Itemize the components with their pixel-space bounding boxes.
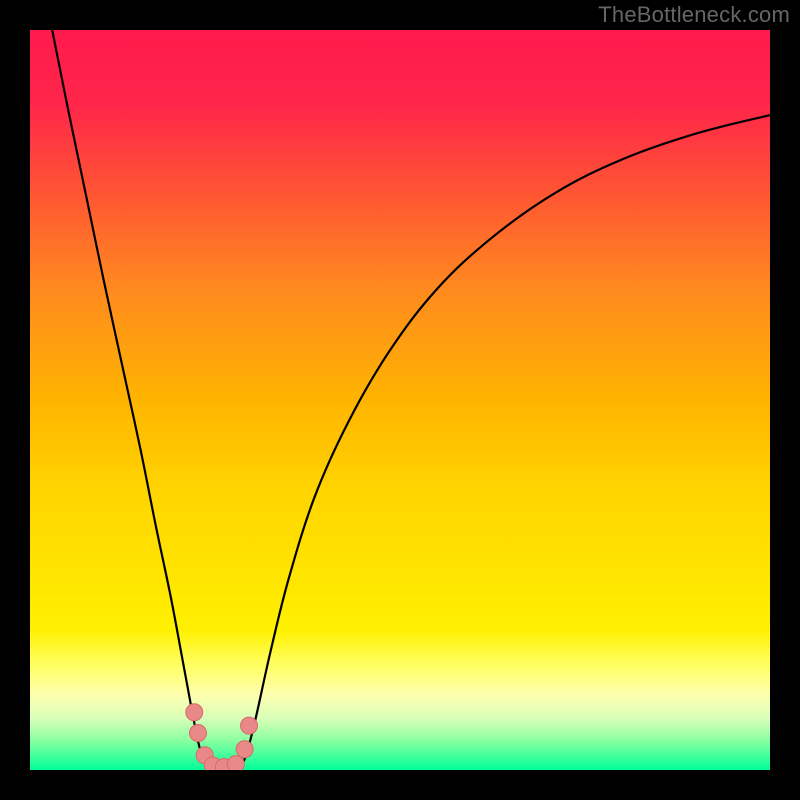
plot-area bbox=[30, 30, 770, 770]
marker-point bbox=[189, 725, 206, 742]
marker-point bbox=[186, 704, 203, 721]
marker-point bbox=[236, 741, 253, 758]
chart-frame: TheBottleneck.com bbox=[0, 0, 800, 800]
marker-point bbox=[241, 717, 258, 734]
gradient-background bbox=[30, 30, 770, 770]
plot-svg bbox=[30, 30, 770, 770]
watermark-text: TheBottleneck.com bbox=[598, 2, 790, 28]
